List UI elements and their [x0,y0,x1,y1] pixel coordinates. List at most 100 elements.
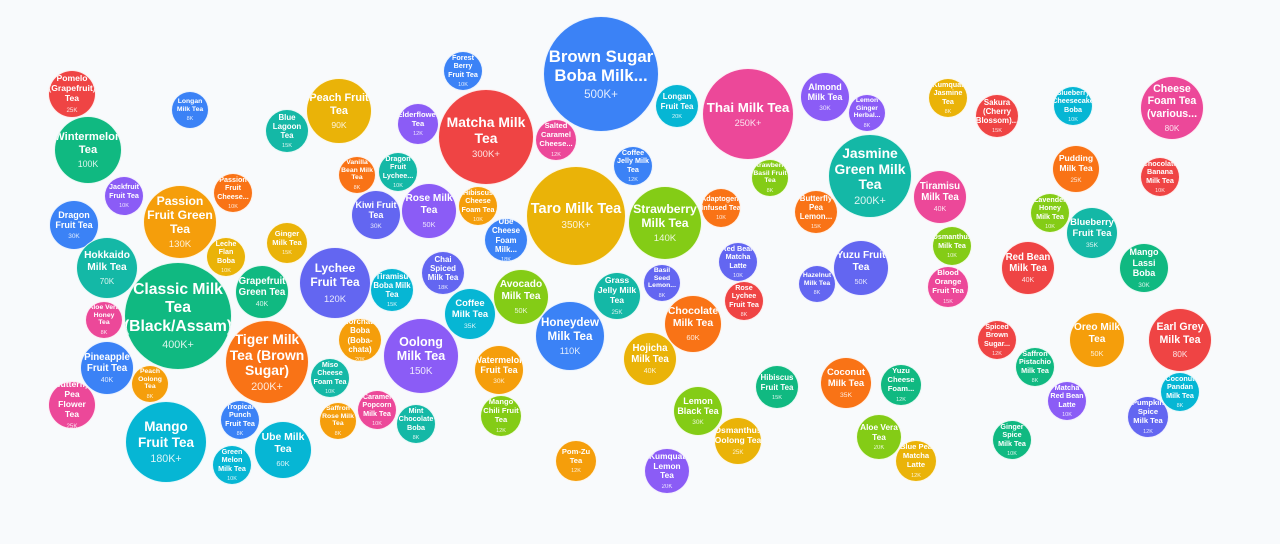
bubble-basil-seed-lemon[interactable]: Basil Seed Lemon... 8K [643,264,681,302]
bubble-blood-orange-fruit-tea[interactable]: Blood Orange Fruit Tea 15K [927,266,969,308]
bubble-strawberry-basil-fruit-tea[interactable]: Strawberry Basil Fruit Tea 8K [751,159,789,197]
bubble-thai-milk-tea[interactable]: Thai Milk Tea 250K+ [702,68,794,160]
bubble-blue-lagoon-tea[interactable]: Blue Lagoon Tea 15K [265,109,309,153]
bubble-tropical-punch-fruit-tea[interactable]: Tropical Punch Fruit Tea 8K [220,400,260,440]
bubble-kumquat-lemon-tea[interactable]: Kumquat Lemon Tea 20K [644,448,690,494]
bubble-dragon-fruit-tea[interactable]: Dragon Fruit Tea 30K [49,200,99,250]
bubble-chocolate-banana-milk-tea[interactable]: Chocolate Banana Milk Tea 10K [1140,157,1180,197]
bubble-aloe-vera-tea[interactable]: Aloe Vera Tea 20K [856,414,902,460]
bubble-ginger-milk-tea[interactable]: Ginger Milk Tea 15K [266,222,308,264]
bubble-longan-fruit-tea[interactable]: Longan Fruit Tea 20K [655,84,699,128]
bubble-vanilla-bean-milk-tea[interactable]: Vanilla Bean Milk Tea 8K [338,156,376,194]
bubble-blue-pea-matcha-latte[interactable]: Blue Pea Matcha Latte 12K [895,440,937,482]
bubble-kumquat-jasmine-tea[interactable]: Kumquat Jasmine Tea 8K [928,78,968,118]
bubble-miso-cheese-foam-tea[interactable]: Miso Cheese Foam Tea 10K [310,358,350,398]
bubble-oolong-milk-tea[interactable]: Oolong Milk Tea 150K [383,318,459,394]
bubble-tiger-milk-tea-brown-sugar[interactable]: Tiger Milk Tea (Brown Sugar) 200K+ [225,320,309,404]
bubble-hazelnut-milk-tea[interactable]: Hazelnut Milk Tea 8K [798,265,836,303]
bubble-matcha-red-bean-latte[interactable]: Matcha Red Bean Latte 10K [1047,381,1087,421]
bubble-peach-oolong-tea[interactable]: Peach Oolong Tea 8K [131,365,169,403]
bubble-tiramisu-boba-milk-tea[interactable]: Tiramisu Boba Milk Tea 15K [370,268,414,312]
bubble-kiwi-fruit-tea[interactable]: Kiwi Fruit Tea 30K [351,190,401,240]
bubble-avocado-milk-tea[interactable]: Avocado Milk Tea 50K [493,269,549,325]
bubble-hojicha-milk-tea[interactable]: Hojicha Milk Tea 40K [623,332,677,386]
bubble-butterfly-pea-flower-tea[interactable]: Butterfly Pea Flower Tea 25K [48,381,96,429]
bubble-passion-fruit-green-tea[interactable]: Passion Fruit Green Tea 130K [143,185,217,259]
bubble-butterfly-pea-lemon[interactable]: Butterfly Pea Lemon... 15K [794,190,838,234]
bubble-mango-fruit-tea[interactable]: Mango Fruit Tea 180K+ [125,401,207,483]
bubble-wintermelon-tea[interactable]: Wintermelon Tea 100K [54,116,122,184]
bubble-lavender-honey-milk-tea[interactable]: Lavender Honey Milk Tea 10K [1030,193,1070,233]
bubble-pudding-milk-tea[interactable]: Pudding Milk Tea 25K [1052,145,1100,193]
bubble-yuzu-cheese-foam[interactable]: Yuzu Cheese Foam... 12K [880,364,922,406]
bubble-osmanthus-oolong-tea[interactable]: Osmanthus Oolong Tea 25K [714,417,762,465]
bubble-mango-chili-fruit-tea[interactable]: Mango Chili Fruit Tea 12K [480,395,522,437]
bubble-jackfruit-fruit-tea[interactable]: Jackfruit Fruit Tea 10K [104,176,144,216]
bubble-spiced-brown-sugar[interactable]: Spiced Brown Sugar... 12K [977,320,1017,360]
bubble-oreo-milk-tea[interactable]: Oreo Milk Tea 50K [1069,312,1125,368]
bubble-coffee-milk-tea[interactable]: Coffee Milk Tea 35K [444,288,496,340]
bubble-brown-sugar-boba-milk[interactable]: Brown Sugar Boba Milk... 500K+ [543,16,659,132]
bubble-adaptogen-infused-tea[interactable]: Adaptogen-Infused Tea 10K [701,188,741,228]
bubble-red-bean-milk-tea[interactable]: Red Bean Milk Tea 40K [1001,241,1055,295]
bubble-peach-fruit-tea[interactable]: Peach Fruit Tea 90K [306,78,372,144]
bubble-coconut-pandan-milk-tea[interactable]: Coconut Pandan Milk Tea 8K [1160,372,1200,412]
bubble-almond-milk-tea[interactable]: Almond Milk Tea 30K [800,72,850,122]
bubble-jasmine-green-milk-tea[interactable]: Jasmine Green Milk Tea 200K+ [828,134,912,218]
bubble-watermelon-fruit-tea[interactable]: Watermelon Fruit Tea 30K [474,345,524,395]
bubble-mint-chocolate-boba[interactable]: Mint Chocolate Boba 8K [396,404,436,444]
bubble-lemon-black-tea[interactable]: Lemon Black Tea 30K [673,386,723,436]
bubble-aloe-vera-honey-tea[interactable]: Aloe Vera Honey Tea 8K [85,301,123,339]
bubble-rose-milk-tea[interactable]: Rose Milk Tea 50K [401,183,457,239]
bubble-blueberry-fruit-tea[interactable]: Blueberry Fruit Tea 35K [1066,207,1118,259]
bubble-red-bean-matcha-latte[interactable]: Red Bean Matcha Latte 10K [718,242,758,282]
bubble-matcha-milk-tea[interactable]: Matcha Milk Tea 300K+ [438,89,534,185]
bubble-chai-spiced-milk-tea[interactable]: Chai Spiced Milk Tea 18K [421,251,465,295]
bubble-value: 60K [276,458,290,468]
bubble-grass-jelly-milk-tea[interactable]: Grass Jelly Milk Tea 25K [593,272,641,320]
bubble-elderflower-tea[interactable]: Elderflower Tea 12K [397,103,439,145]
bubble-tiramisu-milk-tea[interactable]: Tiramisu Milk Tea 40K [913,170,967,224]
bubble-strawberry-milk-tea[interactable]: Strawberry Milk Tea 140K [628,186,702,260]
bubble-coconut-milk-tea[interactable]: Coconut Milk Tea 35K [820,357,872,409]
bubble-salted-caramel-cheese[interactable]: Salted Caramel Cheese... 12K [535,119,577,161]
bubble-lemon-ginger-herbal[interactable]: Lemon Ginger Herbal... 8K [848,94,886,132]
bubble-passion-fruit-cheese[interactable]: Passion Fruit Cheese... 10K [213,173,253,213]
bubble-pom-zu-tea[interactable]: Pom-Zu Tea 12K [555,440,597,482]
bubble-pumpkin-spice-milk-tea[interactable]: Pumpkin Spice Milk Tea 12K [1127,396,1169,438]
bubble-leche-flan-boba[interactable]: Leche Flan Boba 10K [206,237,246,277]
bubble-caramel-popcorn-milk-tea[interactable]: Caramel Popcorn Milk Tea 10K [357,390,397,430]
bubble-horchata-boba-boba-chata[interactable]: Horchata Boba (Boba-chata) 20K [338,318,382,362]
bubble-hokkaido-milk-tea[interactable]: Hokkaido Milk Tea 70K [76,237,138,299]
bubble-ginger-spice-milk-tea[interactable]: Ginger Spice Milk Tea 10K [992,420,1032,460]
bubble-dragon-fruit-lychee[interactable]: Dragon Fruit Lychee... 10K [378,152,418,192]
bubble-pineapple-fruit-tea[interactable]: Pineapple Fruit Tea 40K [80,341,134,395]
bubble-coffee-jelly-milk-tea[interactable]: Coffee Jelly Milk Tea 12K [613,146,653,186]
bubble-mango-lassi-boba[interactable]: Mango Lassi Boba 30K [1119,243,1169,293]
bubble-forest-berry-fruit-tea[interactable]: Forest Berry Fruit Tea 10K [443,51,483,91]
bubble-osmanthus-milk-tea[interactable]: Osmanthus Milk Tea 10K [932,226,972,266]
bubble-rose-lychee-fruit-tea[interactable]: Rose Lychee Fruit Tea 8K [724,281,764,321]
bubble-taro-milk-tea[interactable]: Taro Milk Tea 350K+ [526,166,626,266]
bubble-earl-grey-milk-tea[interactable]: Earl Grey Milk Tea 80K [1148,308,1212,372]
bubble-hibiscus-fruit-tea[interactable]: Hibiscus Fruit Tea 15K [755,365,799,409]
bubble-hibiscus-cheese-foam-tea[interactable]: Hibiscus Cheese Foam Tea 10K [458,186,498,226]
bubble-blueberry-cheesecake-boba[interactable]: Blueberry Cheesecake Boba 10K [1053,86,1093,126]
bubble-longan-milk-tea[interactable]: Longan Milk Tea 8K [171,91,209,129]
bubble-sakura-cherry-blossom[interactable]: Sakura (Cherry Blossom)... 15K [975,94,1019,138]
bubble-ube-milk-tea[interactable]: Ube Milk Tea 60K [254,421,312,479]
bubble-grapefruit-green-tea[interactable]: Grapefruit Green Tea 40K [235,265,289,319]
bubble-ube-cheese-foam-milk[interactable]: Ube Cheese Foam Milk... 18K [484,218,528,262]
bubble-green-melon-milk-tea[interactable]: Green Melon Milk Tea 10K [212,445,252,485]
bubble-saffron-pistachio-milk-tea[interactable]: Saffron Pistachio Milk Tea 8K [1015,347,1055,387]
bubble-cheese-foam-tea-various[interactable]: Cheese Foam Tea (various... 80K [1140,76,1204,140]
bubble-honeydew-milk-tea[interactable]: Honeydew Milk Tea 110K [535,301,605,371]
bubble-saffron-rose-milk-tea[interactable]: Saffron Rose Milk Tea 8K [319,402,357,440]
bubble-classic-milk-tea-black-assam[interactable]: Classic Milk Tea (Black/Assam) 400K+ [124,262,232,370]
bubble-yuzu-fruit-tea[interactable]: Yuzu Fruit Tea 50K [833,240,889,296]
bubble-lychee-fruit-tea[interactable]: Lychee Fruit Tea 120K [299,247,371,319]
bubble-value: 10K [1155,187,1165,194]
bubble-pomelo-grapefruit-tea[interactable]: Pomelo (Grapefruit) Tea 25K [48,70,96,118]
bubble-chocolate-milk-tea[interactable]: Chocolate Milk Tea 60K [664,295,722,353]
bubble-label: Rose Lychee Fruit Tea [729,283,759,309]
